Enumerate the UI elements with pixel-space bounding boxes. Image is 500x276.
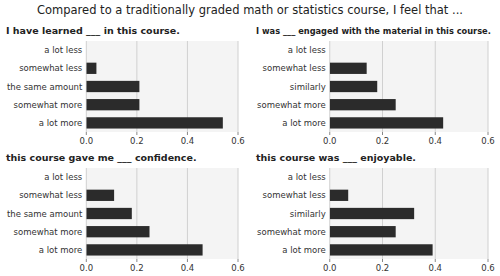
plot-area [330,168,488,259]
subtitle: this course gave me ___ confidence. [6,152,197,163]
tick-mark [435,132,436,135]
tick-label: 0.0 [323,263,337,273]
category-label: a lot less [44,45,83,55]
category-label: a lot more [39,245,83,255]
category-label: a lot less [288,172,327,182]
category-label: a lot more [39,118,83,128]
bar [330,63,367,74]
panel: this course gave me ___ confidence. a lot… [6,152,245,273]
category-label: somewhat less [263,63,327,73]
tick-mark [136,259,137,262]
bar [86,44,87,55]
category-label: a lot less [288,45,327,55]
category-label: somewhat more [257,227,326,237]
bar [86,117,223,128]
tick-mark [329,132,330,135]
category-label: the same amount [7,209,83,219]
tick-label: 0.6 [231,136,245,146]
tick-mark [238,259,239,262]
bar [86,244,202,255]
tick-label: 0.4 [428,136,442,146]
bar [330,44,331,55]
chart: Compared to a traditionally graded math … [0,0,500,276]
bar [330,244,433,255]
grid-line [238,168,239,259]
bar [86,208,132,219]
tick-mark [187,259,188,262]
tick-mark [187,132,188,135]
tick-mark [435,259,436,262]
bar [86,226,149,237]
category-label: somewhat less [19,190,83,200]
plot-area [86,41,238,132]
tick-mark [488,132,489,135]
category-label: the same amount [7,82,83,92]
grid-line [488,168,489,259]
subtitle: I have learned ___ in this course. [6,25,180,36]
bars [86,63,223,129]
bar [330,171,331,182]
bar [86,63,96,74]
bar [86,81,139,92]
tick-label: 0.2 [130,263,144,273]
panel: I was ___ engaged with the material in t… [256,26,495,146]
bar [86,171,87,182]
grid-line [488,41,489,132]
tick-label: 0.6 [231,263,245,273]
category-label: similarly [290,82,326,92]
tick-label: 0.0 [80,136,94,146]
tick-label: 0.2 [376,136,390,146]
tick-label: 0.4 [181,263,195,273]
category-label: somewhat more [14,227,83,237]
tick-label: 0.6 [481,263,495,273]
tick-mark [136,132,137,135]
bar [330,99,396,110]
grid-line [435,168,436,259]
tick-mark [488,259,489,262]
tick-mark [86,132,87,135]
tick-mark [86,259,87,262]
category-label: a lot more [282,118,326,128]
panel: this course was ___ enjoyable. a lot less… [256,152,495,273]
tick-mark [382,132,383,135]
plot-area [330,41,488,132]
panel: I have learned ___ in this course. a lot … [6,25,245,146]
tick-mark [382,259,383,262]
bar [330,117,443,128]
category-label: somewhat more [257,100,326,110]
category-label: somewhat less [263,190,327,200]
subtitle: this course was ___ enjoyable. [256,152,416,163]
tick-label: 0.0 [323,136,337,146]
subtitle: I was ___ engaged with the material in t… [256,26,491,36]
tick-label: 0.4 [428,263,442,273]
bar [86,99,139,110]
category-label: similarly [290,209,326,219]
title: Compared to a traditionally graded math … [37,3,463,17]
tick-label: 0.2 [130,136,144,146]
category-label: somewhat less [19,63,83,73]
bar [330,208,414,219]
tick-label: 0.2 [376,263,390,273]
category-label: a lot more [282,245,326,255]
category-label: a lot less [44,172,83,182]
tick-mark [238,132,239,135]
bars [330,63,443,129]
bar [330,81,377,92]
tick-label: 0.4 [181,136,195,146]
bar [330,190,348,201]
plot-area [86,168,238,259]
bar [330,226,396,237]
tick-label: 0.0 [80,263,94,273]
bars [330,190,433,256]
tick-label: 0.6 [481,136,495,146]
category-label: somewhat more [14,100,83,110]
tick-mark [329,259,330,262]
bar [86,190,114,201]
bars [86,190,202,256]
grid-line [238,41,239,132]
